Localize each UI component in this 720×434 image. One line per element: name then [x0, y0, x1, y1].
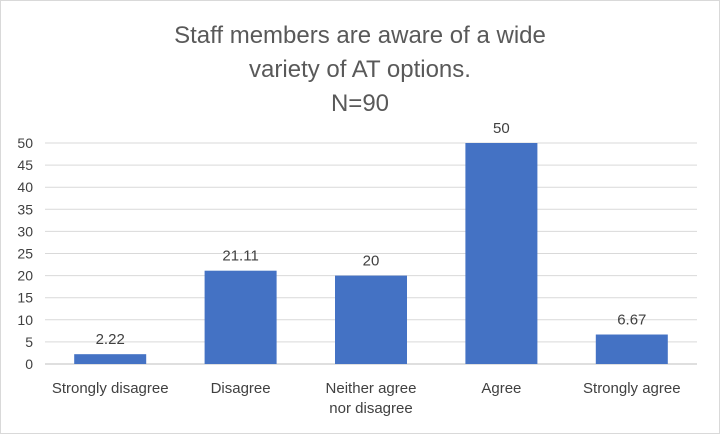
category-label: Strongly disagree — [52, 380, 169, 397]
y-axis-ticks: 0 5 10 15 20 25 30 35 40 45 50 — [17, 135, 33, 372]
y-tick-label: 5 — [25, 334, 33, 350]
chart-title-line: Staff members are aware of a wide — [174, 22, 546, 49]
y-tick-label: 0 — [25, 356, 33, 372]
bar — [335, 275, 407, 364]
bar — [595, 334, 668, 364]
bar — [204, 270, 277, 364]
category-label: Neither agree — [326, 380, 417, 397]
chart-title-line: variety of AT options. — [249, 56, 471, 83]
bar — [74, 354, 147, 364]
y-tick-label: 50 — [17, 135, 33, 151]
category-label: Agree — [481, 380, 521, 397]
data-label: 6.67 — [617, 312, 646, 329]
y-tick-label: 20 — [17, 268, 33, 284]
y-tick-label: 15 — [17, 290, 33, 306]
y-tick-label: 40 — [17, 179, 33, 195]
y-tick-label: 35 — [17, 201, 33, 217]
data-label: 2.22 — [96, 331, 125, 348]
category-label: nor disagree — [329, 400, 412, 417]
data-labels: 2.22 21.11 20 50 6.67 — [96, 120, 647, 348]
y-tick-label: 45 — [17, 157, 33, 173]
category-label: Disagree — [211, 380, 271, 397]
y-tick-label: 10 — [17, 312, 33, 328]
data-label: 21.11 — [222, 248, 258, 265]
bars — [74, 143, 668, 364]
category-label: Strongly agree — [583, 380, 681, 397]
y-tick-label: 30 — [17, 223, 33, 239]
y-tick-label: 25 — [17, 246, 33, 262]
bar — [465, 143, 538, 364]
data-label: 20 — [363, 253, 380, 270]
x-axis-categories: Strongly disagree Disagree Neither agree no… — [52, 380, 681, 417]
chart-title-line: N=90 — [331, 90, 389, 117]
data-label: 50 — [493, 120, 510, 137]
chart-title: Staff members are aware of a wide variet… — [174, 22, 546, 117]
